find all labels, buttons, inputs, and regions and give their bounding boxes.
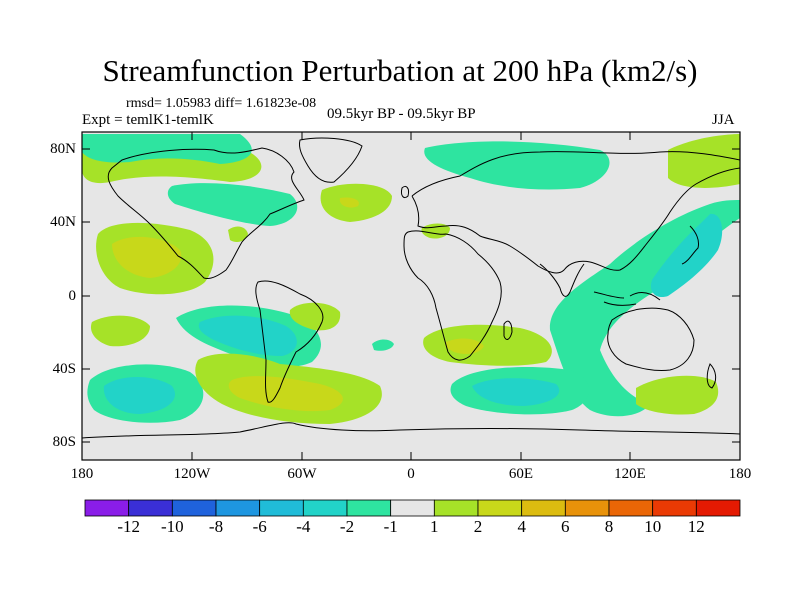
field-pos-us-east <box>228 226 248 242</box>
colorbar-swatch-11 <box>564 499 610 517</box>
colorbar-swatch-1 <box>128 499 173 517</box>
colorbar-label-8: 2 <box>473 517 483 536</box>
field-neg2-south-pacific <box>198 315 297 356</box>
colorbar-swatch-10 <box>521 499 566 517</box>
colorbar-label-0: -12 <box>117 517 141 536</box>
lon-label-180e: 180 <box>728 466 752 482</box>
field-neg-nw-arctic <box>82 134 252 164</box>
colorbar-swatch-14 <box>695 499 741 517</box>
colorbar-label-2: -8 <box>208 517 224 536</box>
colorbar-swatch-0 <box>84 499 130 517</box>
coast-madagascar <box>503 320 513 340</box>
field-pos-southern-africa <box>423 324 552 366</box>
lat-label-80n: 80N <box>50 141 76 157</box>
contour-fields <box>82 134 740 424</box>
lat-label-40n: 40N <box>50 214 76 230</box>
colorbar-label-6: -1 <box>383 517 398 536</box>
colorbar-label-3: -6 <box>252 517 267 536</box>
field-neg-south-atlantic-small <box>372 339 394 351</box>
lon-label-120w: 120W <box>173 466 211 482</box>
coast-africa <box>403 230 502 361</box>
field-neg-north-america <box>167 183 298 226</box>
field-neg-north-eurasia <box>424 141 610 190</box>
coast-new-zealand <box>706 363 717 389</box>
stats-label: rmsd= 1.05983 diff= 1.61823e-08 <box>126 96 317 111</box>
coast-eurasia <box>411 151 740 274</box>
colorbar-swatch-7 <box>390 499 435 517</box>
field-neg2-west-pacific <box>650 213 723 298</box>
coast-south-america <box>255 280 324 403</box>
colorbar-label-4: -4 <box>296 517 311 536</box>
coast-australia <box>607 307 695 371</box>
lon-label-0: 0 <box>407 466 415 482</box>
colorbar-label-13: 12 <box>687 517 705 536</box>
lon-label-120e: 120E <box>614 466 646 482</box>
colorbar-swatch-9 <box>477 499 523 517</box>
period-label: 09.5kyr BP - 09.5kyr BP <box>327 106 476 122</box>
colorbar-swatch-12 <box>608 499 654 517</box>
coast-antarctica <box>82 422 740 439</box>
colorbar-label-7: 1 <box>430 517 439 536</box>
lon-label-60e: 60E <box>508 466 534 482</box>
lon-label-180w: 180 <box>70 466 94 482</box>
coast-uk <box>401 185 409 199</box>
colorbar-label-1: -10 <box>160 517 184 536</box>
coast-greenland <box>299 137 363 183</box>
lat-label-80s: 80S <box>52 434 76 450</box>
colorbar-swatch-13 <box>652 499 697 517</box>
colorbar-swatch-6 <box>346 499 392 517</box>
field-neg2-indian-ocean <box>472 378 560 406</box>
colorbar-swatch-5 <box>302 499 348 517</box>
field-pos2-north-pacific <box>112 236 182 278</box>
coast-japan <box>681 225 699 265</box>
colorbar-label-9: 4 <box>517 517 526 536</box>
field-pos-ne-arctic <box>668 134 740 188</box>
colorbar <box>84 499 741 517</box>
colorbar-swatch-8 <box>433 499 479 517</box>
tick-marks <box>82 132 740 460</box>
lat-label-40s: 40S <box>52 361 76 377</box>
map-title: Streamfunction Perturbation at 200 hPa (… <box>102 53 698 88</box>
field-pos-south-atlantic-small <box>289 302 341 331</box>
field-pos2-north-atlantic <box>339 197 359 208</box>
colorbar-label-10: 6 <box>561 517 570 536</box>
field-pos-southwest-pacific <box>90 315 150 347</box>
coast-north-america <box>107 147 305 279</box>
field-pos2-south-america <box>228 376 343 412</box>
field-neg2-southern-pacific-west <box>103 377 176 414</box>
lat-label-0: 0 <box>68 288 77 304</box>
lon-label-60w: 60W <box>287 466 317 482</box>
colorbar-label-5: -2 <box>339 517 355 536</box>
colorbar-swatch-3 <box>215 499 261 517</box>
colorbar-label-11: 8 <box>604 517 614 536</box>
experiment-label: Expt = temlK1-temlK <box>82 112 214 128</box>
colorbar-swatch-2 <box>171 499 217 517</box>
coast-india <box>539 263 585 297</box>
colorbar-swatch-4 <box>259 499 304 517</box>
coast-indonesia <box>593 291 661 306</box>
coastlines <box>82 137 740 439</box>
season-label: JJA <box>712 112 735 128</box>
colorbar-label-12: 10 <box>644 517 662 536</box>
field-pos-south-of-australia <box>636 375 719 415</box>
